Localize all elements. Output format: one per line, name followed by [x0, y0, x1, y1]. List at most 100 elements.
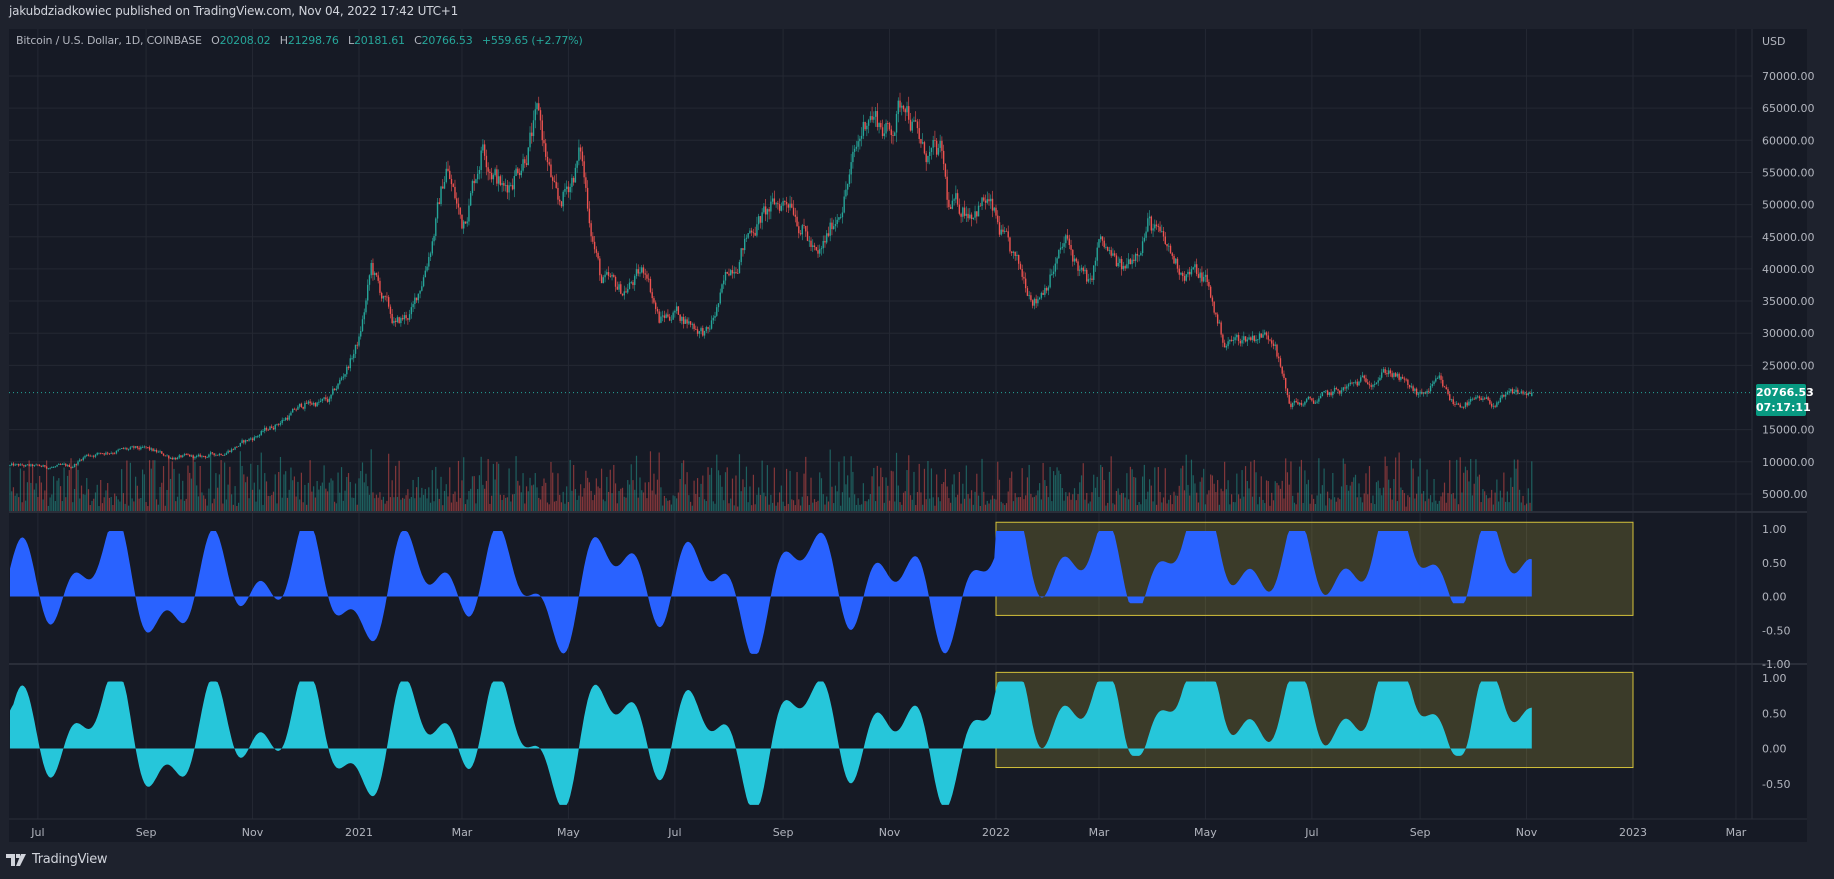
candle-body	[1374, 384, 1376, 385]
candle-body	[213, 453, 215, 456]
candle-body	[428, 257, 430, 267]
candle-body	[1459, 404, 1461, 408]
candle-body	[305, 402, 308, 404]
volume-bar	[1332, 472, 1334, 511]
volume-bar	[1442, 492, 1444, 511]
volume-bar	[932, 497, 934, 511]
volume-bar	[73, 488, 76, 511]
volume-bar	[1522, 495, 1524, 511]
price-axis-label: 10000.00	[1762, 456, 1815, 469]
volume-bar	[1505, 501, 1507, 511]
candle-body	[1073, 258, 1076, 262]
candle-body	[1429, 386, 1432, 392]
candle-body	[314, 402, 317, 407]
volume-bar	[272, 491, 275, 511]
candle-body	[588, 208, 591, 224]
candle-body	[536, 103, 538, 110]
candle-body	[330, 394, 332, 399]
volume-bar	[1025, 495, 1027, 511]
candle-body	[569, 186, 571, 193]
candle-body	[780, 205, 783, 211]
candle-body	[548, 162, 550, 165]
candles[interactable]	[9, 92, 1533, 470]
candle-body	[995, 207, 997, 216]
candle-body	[1035, 298, 1037, 304]
volume-bar	[426, 498, 428, 511]
volume-bar	[909, 495, 912, 511]
volume-bar	[1297, 492, 1299, 511]
candle-body	[1309, 396, 1311, 399]
candle-body	[508, 185, 510, 193]
volume-bar	[1506, 491, 1508, 511]
volume-bar	[1464, 466, 1467, 511]
time-axis-label: Mar	[1089, 826, 1110, 839]
volume-bar	[1077, 494, 1079, 511]
footer-brand[interactable]: TradingView	[6, 852, 108, 867]
volume-bar	[733, 505, 735, 511]
volume-bar	[501, 499, 503, 511]
volume-bar	[969, 498, 971, 511]
volume-bar	[684, 484, 686, 511]
volume-bar	[304, 484, 306, 511]
volume-bar	[457, 460, 460, 511]
candle-body	[1312, 400, 1315, 404]
candle-body	[206, 457, 208, 458]
candle-body	[845, 189, 847, 197]
volume-bar	[683, 460, 685, 511]
candle-body	[68, 464, 70, 468]
volume-bar	[1393, 479, 1395, 511]
volume-bar	[363, 482, 365, 511]
candle-body	[194, 456, 196, 459]
volume-bar	[756, 494, 758, 511]
volume-bar	[864, 501, 866, 511]
time-axis-label: Jul	[30, 826, 44, 839]
volume-bar	[407, 489, 409, 511]
volume-bar	[1361, 502, 1364, 511]
candle-body	[1011, 251, 1013, 253]
volume-bar	[1501, 497, 1503, 511]
candle-body	[407, 318, 409, 320]
candle-body	[360, 331, 362, 337]
volume-bar	[1313, 498, 1315, 511]
price-axis-label: 50000.00	[1762, 199, 1815, 212]
candle-body	[1230, 339, 1233, 342]
candle-body	[1436, 378, 1439, 380]
volume-bar	[1388, 479, 1390, 511]
candle-body	[812, 245, 814, 247]
candle-body	[967, 213, 969, 219]
candle-body	[716, 307, 718, 316]
volume-bar	[306, 504, 308, 511]
volume-bar	[508, 468, 510, 511]
candle-body	[173, 457, 175, 460]
volume-bar	[14, 495, 16, 511]
volume-bar	[59, 486, 62, 511]
volume-bar	[1292, 495, 1294, 511]
volume-bar	[1243, 496, 1245, 511]
candle-body	[1408, 385, 1411, 388]
volume-bar	[1489, 497, 1491, 511]
candle-body	[579, 147, 582, 152]
volume-bar	[19, 468, 22, 511]
volume-bar	[318, 489, 320, 511]
candle-body	[531, 132, 533, 137]
candle-body	[459, 207, 461, 215]
candle-body	[775, 203, 777, 205]
candle-body	[361, 319, 364, 332]
volume-bar	[735, 475, 737, 511]
volume-bar	[824, 504, 826, 511]
candle-body	[12, 463, 15, 466]
candle-body	[134, 446, 137, 448]
volume-bar	[75, 463, 77, 511]
volume-bar	[1349, 485, 1351, 511]
candle-body	[1454, 404, 1456, 405]
volume-bar	[955, 497, 957, 511]
candle-body	[911, 121, 913, 131]
candle-body	[1442, 379, 1444, 387]
volume-bar	[1136, 505, 1138, 511]
volume-bar	[1164, 468, 1166, 511]
volume-bar	[705, 501, 707, 511]
candle-body	[1080, 267, 1083, 270]
candle-body	[567, 186, 570, 193]
symbol-legend: Bitcoin / U.S. Dollar, 1D, COINBASE O202…	[16, 34, 583, 47]
